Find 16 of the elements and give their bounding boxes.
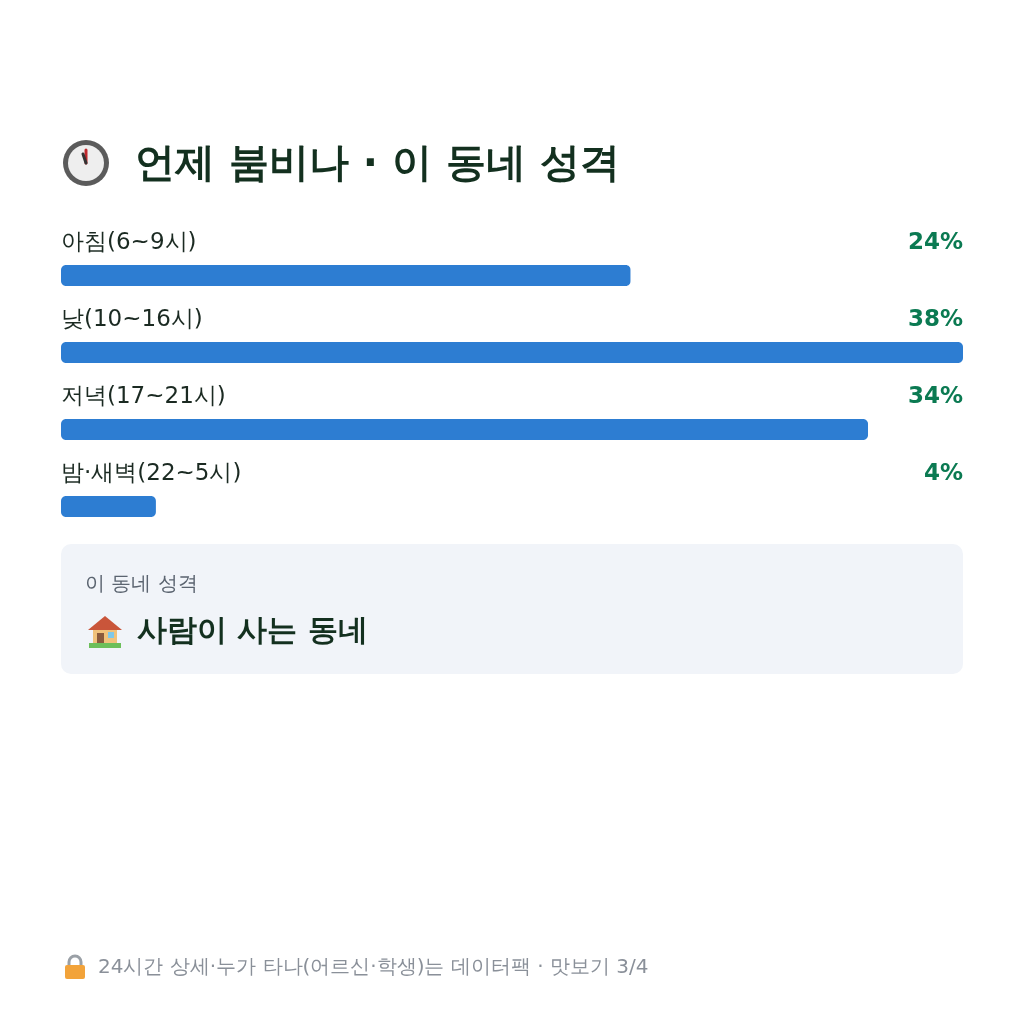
- data-label: 34%: [907, 381, 963, 408]
- text: 사람이 사는 동네: [137, 611, 368, 649]
- y-tick-label: 저녁(17~21시): [61, 381, 226, 408]
- y-tick-label: 아침(6~9시): [61, 227, 197, 254]
- y-tick-label: 밤·새벽(22~5시): [61, 458, 242, 485]
- text: 이 동네 성격: [85, 570, 198, 597]
- bar: [61, 496, 156, 517]
- data-label: 24%: [907, 227, 963, 254]
- data-label: 4%: [923, 458, 963, 485]
- bar: [61, 419, 869, 440]
- text: 24시간 상세·누가 타나(어르신·학생)는 데이터팩 · 맛보기 3/4: [98, 953, 649, 980]
- chart-title: 언제 붐비나 · 이 동네 성격: [135, 138, 620, 187]
- y-tick-label: 낮(10~16시): [61, 304, 203, 331]
- data-label: 38%: [907, 304, 963, 331]
- bar: [61, 265, 631, 286]
- bar: [61, 342, 963, 363]
